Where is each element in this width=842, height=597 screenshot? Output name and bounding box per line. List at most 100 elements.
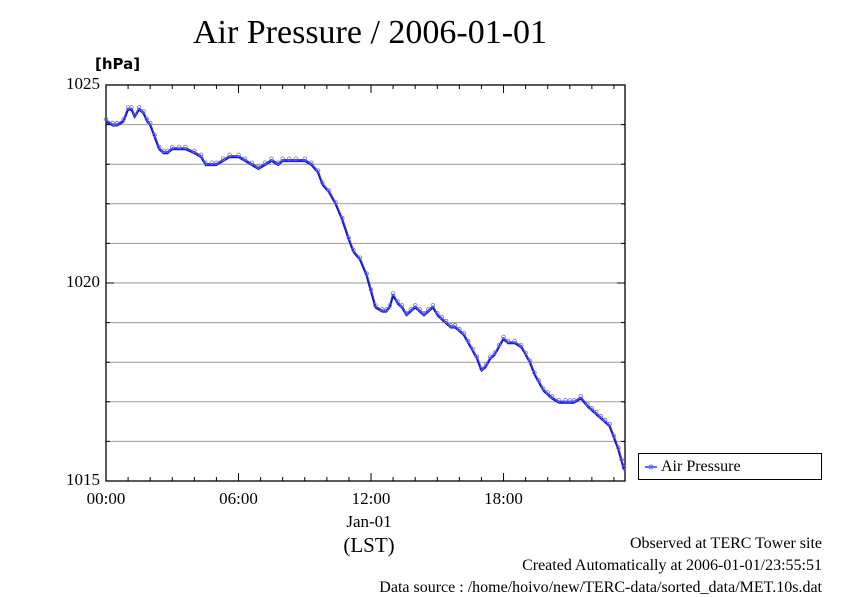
data-point: [395, 299, 400, 304]
data-point: [585, 402, 590, 407]
x-tick-label: 12:00: [351, 489, 391, 508]
footer-source: Data source : /home/hoivo/new/TERC-data/…: [379, 579, 822, 596]
data-point: [413, 303, 418, 308]
data-point: [269, 156, 274, 161]
legend: Air Pressure: [638, 453, 822, 480]
data-point: [346, 235, 352, 241]
data-point: [578, 394, 583, 399]
data-point: [501, 334, 506, 340]
data-point: [390, 291, 396, 296]
data-point: [176, 144, 182, 150]
data-point: [483, 362, 489, 367]
data-point: [435, 311, 440, 316]
data-point: [532, 370, 537, 375]
legend-label-air-pressure: Air Pressure: [661, 458, 741, 475]
x-tick-label: 18:00: [484, 489, 523, 508]
data-point: [519, 342, 524, 348]
data-point: [144, 116, 150, 122]
data-point: [114, 120, 120, 126]
data-point: [209, 160, 215, 165]
footer-created: Created Automatically at 2006-01-01/23:5…: [522, 557, 822, 574]
data-point: [408, 307, 413, 312]
data-point: [249, 160, 254, 165]
data-point: [165, 148, 170, 153]
data-point: [619, 457, 624, 462]
data-point: [439, 314, 444, 320]
data-point: [545, 390, 550, 395]
data-point: [387, 303, 392, 308]
data-point: [183, 144, 188, 150]
data-point: [315, 168, 321, 173]
data-point: [368, 287, 374, 292]
data-point: [198, 152, 204, 157]
data-point: [214, 160, 219, 165]
data-point: [512, 338, 517, 344]
data-point: [309, 160, 314, 165]
data-point: [598, 413, 603, 419]
data-point: [536, 378, 542, 383]
data-point: [421, 311, 427, 316]
data-point: [452, 322, 458, 328]
data-point: [242, 156, 248, 161]
y-tick-label: 1020: [66, 272, 100, 291]
data-point: [470, 346, 475, 351]
data-point: [293, 156, 299, 161]
data-point: [541, 386, 546, 391]
footer-site: Observed at TERC Tower site: [629, 535, 822, 552]
data-point: [170, 144, 175, 150]
timezone-label: (LST): [343, 533, 395, 557]
data-point: [505, 338, 511, 344]
data-point: [227, 152, 232, 157]
data-point: [621, 465, 627, 470]
series-line-air-pressure: [105, 107, 626, 470]
data-point: [287, 156, 292, 161]
data-point: [417, 307, 422, 312]
data-point: [488, 354, 493, 359]
data-point: [156, 144, 162, 150]
data-point: [556, 398, 561, 403]
chart-title: Air Pressure / 2006-01-01: [192, 14, 548, 51]
x-tick-label: 00:00: [86, 489, 126, 508]
data-point: [527, 358, 533, 363]
data-point: [147, 120, 153, 126]
data-point: [399, 303, 405, 308]
data-point: [320, 180, 325, 185]
data-point: [567, 398, 572, 403]
data-point: [351, 247, 356, 252]
data-point: [572, 398, 577, 403]
data-point: [523, 350, 528, 355]
data-point: [384, 307, 389, 312]
data-point: [236, 152, 241, 157]
data-point: [404, 311, 409, 316]
data-point: [141, 108, 146, 114]
data-point: [479, 366, 484, 371]
data-point: [443, 318, 449, 324]
data-point: [466, 338, 471, 344]
data-point: [333, 200, 338, 205]
data-point: [379, 307, 385, 312]
data-point: [276, 160, 281, 165]
data-point: [492, 350, 497, 355]
data-point: [457, 326, 462, 332]
data-point: [607, 421, 612, 427]
data-point: [461, 330, 466, 336]
data-point: [589, 406, 595, 411]
data-point: [563, 398, 568, 403]
data-point: [549, 394, 555, 399]
data-point: [340, 215, 345, 221]
data-point: [302, 156, 307, 161]
data-point: [161, 148, 166, 153]
data-point: [152, 132, 157, 138]
data-point: [110, 120, 115, 126]
data-point: [262, 160, 268, 165]
data-point: [594, 410, 599, 415]
y-axis-unit-label: [hPa]: [95, 55, 141, 73]
data-point: [203, 160, 208, 165]
data-point: [220, 156, 226, 161]
data-point: [326, 188, 332, 193]
data-point: [132, 112, 137, 118]
data-point: [192, 148, 197, 153]
data-point: [616, 445, 621, 450]
data-point: [448, 322, 453, 328]
